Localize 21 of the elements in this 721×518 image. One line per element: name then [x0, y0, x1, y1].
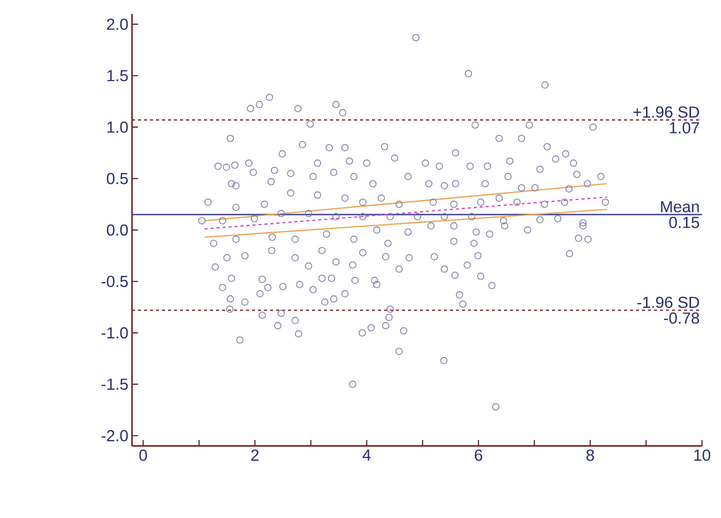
annotation: 0.15 — [669, 216, 700, 228]
y-tick-label: 1.0 — [107, 121, 128, 133]
ref-line-label: -1.96 SD — [637, 296, 700, 308]
x-tick-label: 2 — [251, 450, 259, 461]
annotation: -0.78 — [664, 312, 700, 324]
y-tick-label: 1.5 — [107, 70, 128, 82]
y-tick-label: 0.0 — [106, 224, 128, 236]
y-tick-label: 0.5 — [106, 172, 128, 184]
x-tick-label: 4 — [362, 450, 371, 461]
x-tick-label: 6 — [474, 450, 482, 461]
y-tick-label: -0.5 — [102, 276, 128, 288]
ref-line-label: +1.96 SD — [633, 106, 700, 118]
y-tick-label: -2.0 — [102, 430, 128, 442]
x-tick-label: 10 — [694, 450, 710, 461]
y-tick-label: -1.5 — [102, 378, 128, 390]
annotation: 1.07 — [670, 122, 699, 134]
y-tick-label: -1.0 — [102, 327, 128, 339]
y-tick-label: 2.0 — [107, 18, 128, 30]
x-tick-label: 0 — [139, 450, 147, 461]
ref-line-label: Mean — [661, 201, 699, 212]
x-tick-label: 8 — [586, 450, 594, 461]
